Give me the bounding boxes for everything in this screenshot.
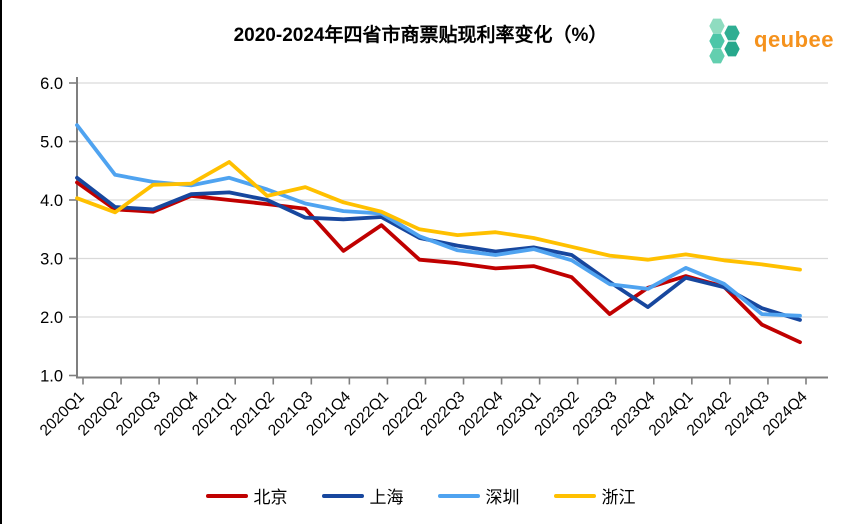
qeubee-logo: qeubee (704, 16, 834, 64)
series-line-深圳 (75, 123, 802, 318)
legend-swatch (553, 493, 596, 498)
series-line-北京 (75, 180, 802, 345)
y-tick-label: 4.0 (40, 192, 63, 210)
legend-item-深圳: 深圳 (437, 483, 520, 508)
qeubee-logo-text: qeubee (754, 27, 835, 52)
window-left-border (0, 0, 2, 524)
y-tick-label: 6.0 (40, 75, 63, 93)
legend-label: 深圳 (485, 488, 520, 507)
line-chart: 6.05.04.03.02.01.02020Q12020Q22020Q32020… (37, 75, 828, 439)
legend-swatch (321, 493, 364, 498)
legend-item-上海: 上海 (321, 483, 404, 508)
y-tick-label: 2.0 (40, 309, 63, 327)
legend-item-北京: 北京 (205, 483, 288, 508)
legend-label: 浙江 (601, 488, 636, 507)
qeubee-hexagon-icon (709, 18, 740, 64)
legend-label: 上海 (369, 488, 404, 507)
y-tick-label: 3.0 (40, 251, 63, 269)
legend-item-浙江: 浙江 (553, 483, 636, 508)
series-line-浙江 (75, 160, 802, 272)
legend-label: 北京 (253, 488, 288, 507)
y-tick-label: 1.0 (40, 368, 63, 386)
legend-swatch (205, 493, 248, 498)
chart-legend: 北京 上海 深圳 浙江 (0, 483, 841, 508)
legend-swatch (437, 493, 480, 498)
chart-title: 2020-2024年四省市商票贴现利率变化（%） (233, 25, 608, 46)
y-tick-label: 5.0 (40, 134, 63, 152)
